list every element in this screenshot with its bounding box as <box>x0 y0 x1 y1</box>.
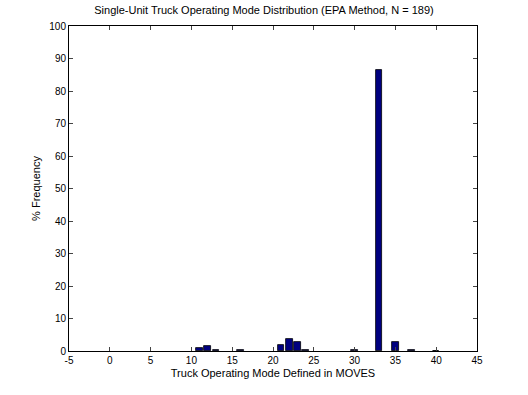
svg-text:0: 0 <box>107 355 113 366</box>
svg-text:% Frequency: % Frequency <box>30 156 42 221</box>
svg-text:100: 100 <box>49 21 66 32</box>
svg-text:10: 10 <box>55 313 67 324</box>
svg-text:30: 30 <box>55 248 67 259</box>
svg-text:60: 60 <box>55 151 67 162</box>
svg-text:50: 50 <box>55 183 67 194</box>
svg-text:70: 70 <box>55 118 67 129</box>
svg-text:Single-Unit Truck Operating Mo: Single-Unit Truck Operating Mode Distrib… <box>94 4 433 16</box>
svg-text:35: 35 <box>390 355 402 366</box>
svg-text:45: 45 <box>471 355 483 366</box>
svg-text:15: 15 <box>227 355 239 366</box>
svg-text:10: 10 <box>186 355 198 366</box>
svg-text:40: 40 <box>55 216 67 227</box>
svg-text:5: 5 <box>148 355 154 366</box>
svg-text:-5: -5 <box>65 355 74 366</box>
svg-text:0: 0 <box>60 346 66 357</box>
svg-text:20: 20 <box>267 355 279 366</box>
svg-text:90: 90 <box>55 53 67 64</box>
svg-text:25: 25 <box>308 355 320 366</box>
svg-text:80: 80 <box>55 86 67 97</box>
svg-text:Truck Operating Mode Defined i: Truck Operating Mode Defined in MOVES <box>171 367 375 379</box>
svg-text:40: 40 <box>431 355 443 366</box>
svg-text:20: 20 <box>55 281 67 292</box>
svg-text:30: 30 <box>349 355 361 366</box>
